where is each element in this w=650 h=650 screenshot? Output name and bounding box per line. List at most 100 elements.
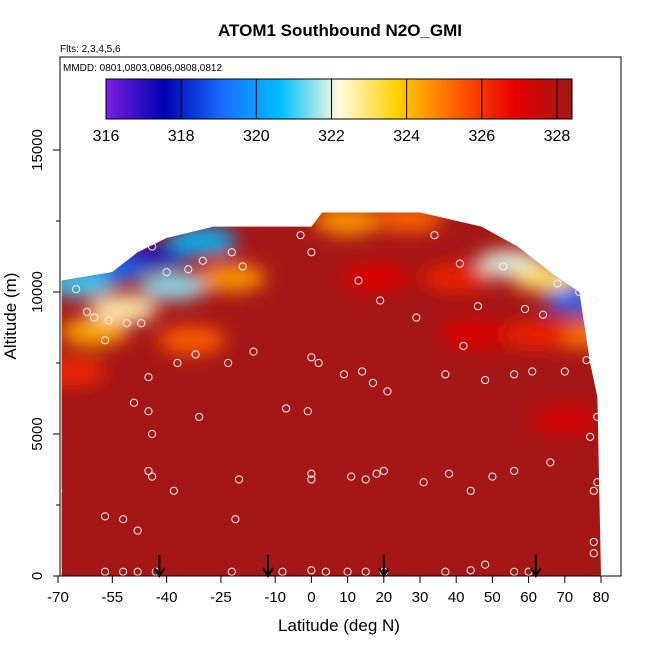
observation-marker bbox=[441, 370, 450, 379]
observation-marker bbox=[383, 387, 392, 396]
observation-marker bbox=[499, 262, 508, 271]
y-tick-label: 15000 bbox=[29, 129, 46, 171]
observation-marker bbox=[129, 398, 139, 407]
observation-marker bbox=[510, 567, 519, 576]
observation-marker bbox=[582, 356, 591, 365]
observation-marker bbox=[376, 296, 385, 305]
observation-marker bbox=[538, 310, 548, 319]
observation-marker bbox=[357, 367, 367, 376]
field-feature bbox=[530, 405, 599, 434]
x-tick-label: 70 bbox=[556, 589, 573, 606]
observation-marker bbox=[466, 566, 475, 575]
observation-marker bbox=[593, 478, 602, 487]
y-axis-label: Altitude (m) bbox=[1, 273, 20, 360]
observation-marker bbox=[361, 567, 370, 576]
observation-marker bbox=[575, 287, 584, 297]
observation-marker bbox=[589, 537, 598, 547]
field-feature bbox=[89, 295, 158, 324]
observation-marker bbox=[339, 370, 349, 379]
field-feature bbox=[375, 212, 444, 233]
observation-marker bbox=[347, 472, 356, 481]
observation-marker bbox=[307, 248, 316, 257]
observation-marker bbox=[466, 486, 475, 495]
x-tick-label: -55 bbox=[101, 589, 123, 606]
colorbar-tick-label: 320 bbox=[243, 128, 270, 145]
field-feature bbox=[342, 263, 411, 292]
y-axis: 0 5000 10000 15000 bbox=[29, 129, 60, 580]
observation-marker bbox=[100, 336, 110, 345]
observation-marker bbox=[148, 429, 157, 439]
observation-marker bbox=[473, 302, 483, 311]
x-tick-label: 80 bbox=[593, 589, 610, 606]
observation-marker bbox=[231, 515, 240, 524]
y-tick-label: 0 bbox=[29, 572, 46, 580]
colorbar-tick-label: 328 bbox=[544, 128, 571, 145]
y-tick-label: 10000 bbox=[29, 271, 46, 313]
observation-marker bbox=[488, 472, 497, 481]
x-tick-label: -40 bbox=[156, 589, 178, 606]
observation-marker bbox=[368, 378, 378, 387]
observation-marker bbox=[90, 313, 99, 322]
x-tick-label: 30 bbox=[412, 589, 429, 606]
observation-marker bbox=[191, 350, 200, 359]
observation-marker bbox=[307, 469, 316, 478]
observation-marker bbox=[481, 375, 490, 385]
field-feature bbox=[422, 263, 491, 292]
x-tick-label: 40 bbox=[448, 589, 465, 606]
x-tick-label: 60 bbox=[520, 589, 537, 606]
colorbar-tick-label: 318 bbox=[168, 128, 195, 145]
observation-marker bbox=[133, 567, 142, 576]
x-tick-label: -25 bbox=[210, 589, 232, 606]
colorbar-tick-label: 322 bbox=[318, 128, 345, 145]
field-feature bbox=[139, 272, 208, 301]
observation-marker bbox=[234, 475, 244, 484]
observation-marker bbox=[586, 432, 595, 441]
observation-marker bbox=[589, 486, 598, 495]
observation-marker bbox=[162, 268, 171, 277]
x-tick-label: -10 bbox=[264, 589, 286, 606]
observation-marker bbox=[307, 566, 316, 575]
observation-marker bbox=[100, 512, 110, 521]
observation-marker bbox=[296, 231, 305, 240]
observation-marker bbox=[238, 262, 247, 271]
observation-marker bbox=[412, 313, 421, 322]
observation-marker bbox=[528, 367, 537, 376]
observation-marker bbox=[546, 458, 555, 467]
observation-marker bbox=[173, 358, 182, 368]
observation-marker bbox=[560, 367, 569, 376]
observation-marker bbox=[144, 407, 153, 416]
x-axis: -70 -55 -40 -25 -10 0 10 20 30 40 50 60 70 80 bbox=[47, 576, 609, 606]
observation-marker bbox=[307, 475, 316, 484]
observation-marker bbox=[133, 526, 142, 535]
colorbar-gradient bbox=[106, 79, 572, 119]
observation-marker bbox=[281, 404, 291, 413]
observation-marker bbox=[303, 407, 312, 416]
field-feature bbox=[501, 320, 570, 349]
observation-marker bbox=[119, 515, 128, 524]
field-feature bbox=[313, 212, 382, 235]
observation-marker bbox=[314, 358, 323, 368]
observation-marker bbox=[144, 466, 153, 476]
x-tick-label: 50 bbox=[484, 589, 501, 606]
field-feature bbox=[61, 357, 107, 386]
observation-marker bbox=[137, 319, 146, 328]
observation-marker bbox=[361, 475, 370, 484]
observation-marker bbox=[144, 373, 153, 382]
observation-marker bbox=[419, 478, 428, 487]
observation-marker bbox=[459, 341, 468, 351]
colorbar-tick-label: 316 bbox=[93, 128, 120, 145]
observation-markers bbox=[60, 231, 602, 576]
observation-marker bbox=[249, 347, 258, 356]
observation-marker bbox=[195, 412, 204, 422]
observation-marker bbox=[122, 319, 131, 328]
observation-marker bbox=[198, 256, 207, 265]
observation-marker bbox=[227, 567, 236, 576]
observation-marker bbox=[510, 370, 519, 379]
observation-marker bbox=[60, 566, 63, 574]
colorbar-ticks: 316 318 320 322 324 326 328 bbox=[93, 79, 571, 145]
observation-marker bbox=[169, 486, 178, 495]
observation-marker bbox=[481, 560, 490, 569]
observation-marker bbox=[354, 276, 363, 285]
observation-marker bbox=[441, 567, 450, 576]
